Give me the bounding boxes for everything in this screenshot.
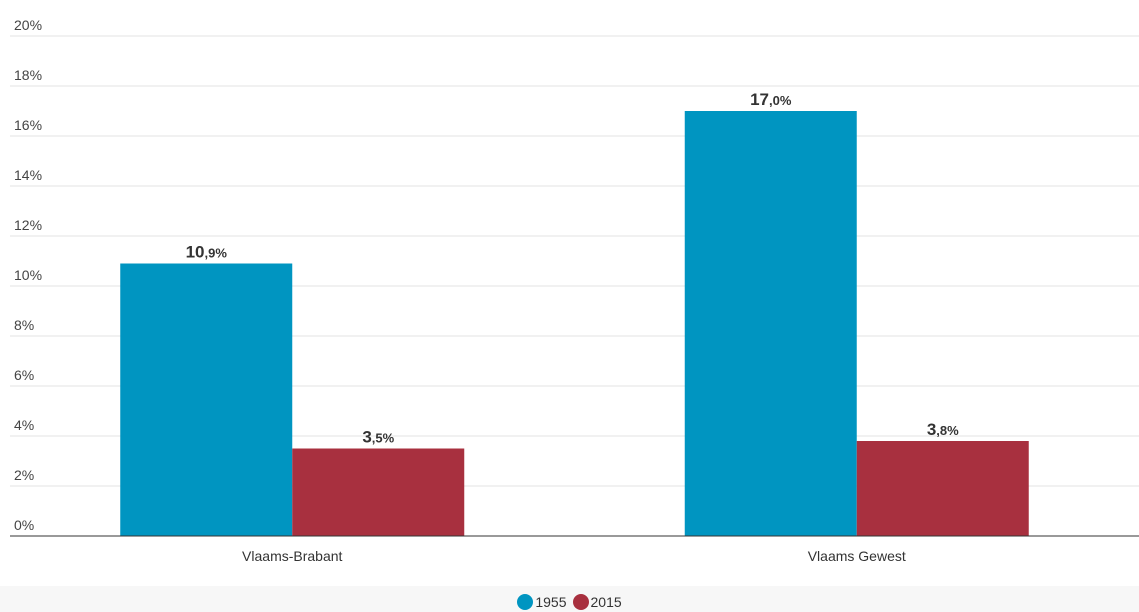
y-axis-ticks: 0% 2% 4% 6% 8% 10% 12% 14% 16% 18% 20% [14, 17, 42, 533]
value-label-integer: 17 [750, 90, 769, 109]
y-tick-label: 4% [14, 417, 34, 433]
value-label-integer: 10 [186, 243, 205, 262]
value-label-decimal: ,5% [372, 431, 395, 446]
category-label: Vlaams-Brabant [242, 548, 342, 564]
legend-swatch-2015 [572, 594, 589, 610]
value-label: 3,5% [362, 428, 394, 447]
y-tick-label: 2% [14, 467, 34, 483]
value-labels: 10,9%3,5%17,0%3,8% [186, 90, 960, 447]
y-tick-label: 6% [14, 367, 34, 383]
legend-label-1955: 1955 [535, 594, 567, 610]
bar-2015-0[interactable] [292, 448, 465, 537]
value-label: 3,8% [927, 420, 959, 439]
y-tick-label: 14% [14, 167, 42, 183]
y-tick-label: 18% [14, 67, 42, 83]
legend-item-1955[interactable]: 1955 [517, 594, 567, 610]
value-label-integer: 3 [362, 428, 371, 447]
y-tick-label: 10% [14, 267, 42, 283]
y-tick-label: 8% [14, 317, 34, 333]
value-label-integer: 3 [927, 420, 936, 439]
chart-area: 0% 2% 4% 6% 8% 10% 12% 14% 16% 18% 20% 10,9% 3,5% 17… [10, 17, 1139, 564]
bar-chart: 0%2%4%6%8%10%12%14%16%18%20% 10,9%3,5%17… [10, 17, 1139, 564]
y-tick-label: 0% [14, 517, 34, 533]
bar-1955-0[interactable] [120, 263, 293, 537]
y-tick-label: 16% [14, 117, 42, 133]
legend-label-2015: 2015 [590, 594, 622, 610]
value-label-decimal: ,9% [205, 246, 228, 261]
bars [120, 111, 1029, 536]
legend-swatch-1955 [517, 594, 534, 610]
bar-2015-1[interactable] [856, 441, 1029, 536]
value-label-decimal: ,8% [936, 423, 959, 438]
legend: 1955 2015 [0, 592, 1139, 612]
y-tick-label: 12% [14, 217, 42, 233]
category-label: Vlaams Gewest [808, 548, 906, 564]
value-label-decimal: ,0% [769, 93, 792, 108]
bar-1955-1[interactable] [684, 111, 857, 536]
category-labels: Vlaams-Brabant Vlaams Gewest [242, 548, 906, 564]
value-label: 17,0% [750, 90, 792, 109]
value-label: 10,9% [186, 243, 228, 262]
legend-item-2015[interactable]: 2015 [572, 594, 622, 610]
y-tick-label: 20% [14, 17, 42, 33]
